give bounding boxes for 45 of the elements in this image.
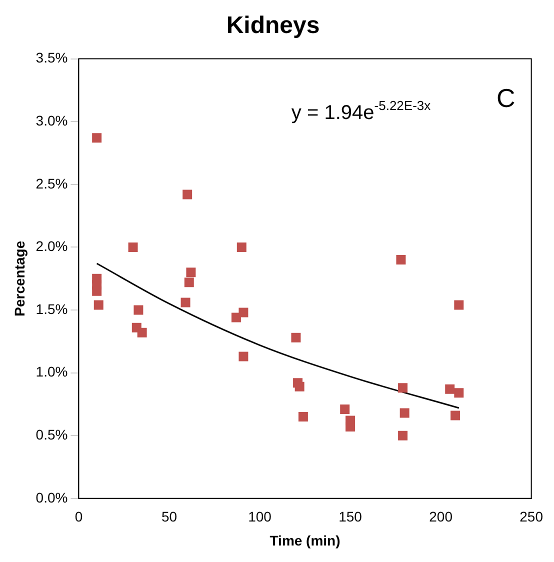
point: [184, 278, 194, 288]
point: [134, 305, 144, 315]
point: [454, 388, 464, 398]
x-axis-title: Time (min): [270, 532, 340, 548]
point: [186, 268, 196, 278]
annotation: C: [496, 82, 516, 113]
point: [180, 298, 190, 308]
y-tick-label: 1.5%: [36, 300, 68, 317]
y-axis-title: Percentage: [11, 240, 28, 316]
y-tick-label: 0.0%: [36, 489, 68, 506]
y-tick-label: 1.0%: [36, 364, 68, 380]
point: [298, 412, 308, 422]
x-tick-label: 0: [74, 508, 83, 525]
point: [236, 242, 246, 252]
point: [182, 190, 192, 200]
point: [445, 384, 455, 394]
point: [128, 242, 138, 252]
point: [398, 383, 408, 393]
point: [231, 312, 241, 322]
y-tick-label: 2.5%: [36, 175, 68, 192]
x-tick-label: 250: [520, 508, 544, 525]
point: [92, 286, 102, 296]
point: [137, 328, 147, 338]
y-tick-label: 0.5%: [36, 426, 68, 442]
x-tick-label: 100: [248, 508, 272, 525]
point: [398, 430, 408, 440]
point: [294, 382, 304, 392]
point: [396, 255, 406, 265]
point: [92, 133, 102, 143]
point: [238, 352, 248, 362]
x-tick-label: 50: [161, 508, 178, 525]
y-tick-label: 3.0%: [36, 112, 68, 128]
point: [340, 404, 350, 414]
chart-title: Kidneys: [226, 12, 320, 40]
point: [291, 332, 301, 342]
y-tick-label: 3.5%: [36, 50, 68, 66]
point: [454, 300, 464, 310]
point: [400, 408, 410, 418]
x-tick-label: 150: [338, 508, 362, 525]
line-series: [96, 262, 460, 409]
y-tick-label: 2.0%: [36, 238, 68, 254]
point: [450, 410, 460, 420]
x-tick-label: 200: [429, 508, 453, 525]
point: [94, 300, 104, 310]
point: [346, 422, 356, 432]
